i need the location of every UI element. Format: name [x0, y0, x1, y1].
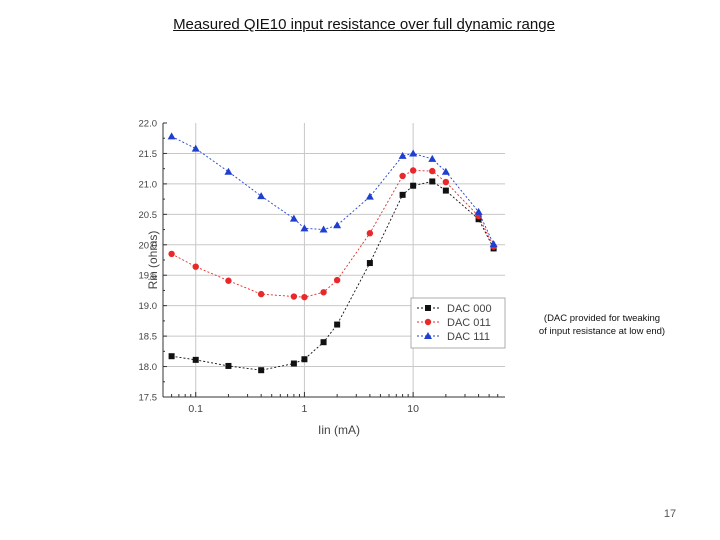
data-point — [258, 367, 265, 374]
data-point — [474, 207, 483, 215]
page-number: 17 — [663, 508, 677, 520]
legend-marker — [425, 305, 431, 311]
y-tick-label: 22.0 — [139, 119, 158, 130]
data-point — [320, 339, 327, 346]
data-point — [365, 192, 374, 200]
data-point — [320, 289, 327, 296]
plot-background — [163, 123, 505, 397]
y-axis-label: Rin (ohms) — [146, 231, 160, 290]
x-tick-label: 1 — [302, 403, 308, 415]
data-point — [441, 167, 450, 175]
data-point — [489, 240, 498, 248]
y-tick-label: 17.5 — [139, 393, 158, 404]
data-point — [334, 321, 341, 328]
data-point — [191, 144, 200, 152]
y-tick-label: 21.0 — [139, 179, 158, 190]
data-point — [366, 260, 373, 267]
data-point — [409, 149, 418, 157]
data-point — [289, 214, 298, 222]
legend-marker — [424, 318, 432, 326]
data-point — [257, 290, 265, 298]
data-point — [410, 182, 417, 189]
data-point — [366, 230, 374, 237]
data-point — [319, 225, 328, 233]
data-point — [301, 293, 308, 301]
data-point — [257, 192, 266, 200]
y-tick-label: 18.5 — [139, 332, 158, 343]
data-point — [225, 362, 232, 369]
dac-note-line2: of input resistance at low end) — [538, 326, 666, 337]
legend-marker — [424, 332, 432, 339]
data-point — [224, 167, 233, 175]
data-point — [168, 250, 175, 258]
x-tick-label: 10 — [407, 403, 419, 415]
data-point — [333, 276, 341, 284]
series-line-2 — [171, 170, 495, 298]
data-point — [442, 187, 449, 194]
x-tick-label: 0.1 — [188, 403, 203, 415]
slide-title: Measured QIE10 input resistance over ful… — [173, 16, 555, 33]
data-point — [290, 293, 298, 300]
data-point — [192, 356, 199, 363]
data-point — [409, 167, 417, 174]
dac-note: (DAC provided for tweaking of input resi… — [520, 312, 684, 338]
y-tick-label: 20.5 — [139, 210, 158, 221]
data-point — [168, 353, 175, 360]
y-tick-label: 21.5 — [139, 149, 158, 160]
data-point — [300, 224, 309, 232]
series-layer — [167, 132, 498, 374]
y-tick-label: 19.0 — [139, 301, 158, 312]
legend-label: DAC 011 — [447, 317, 491, 329]
dac-note-line1: (DAC provided for tweaking — [543, 313, 661, 324]
data-point — [399, 172, 406, 180]
y-tick-label: 18.0 — [139, 362, 158, 373]
x-axis-label: Iin (mA) — [318, 423, 360, 437]
data-point — [429, 167, 436, 175]
legend: DAC 000 DAC 011 DAC 111 — [410, 297, 506, 349]
data-point — [333, 221, 342, 229]
y-tick-label: 20.0 — [139, 240, 158, 251]
data-point — [290, 360, 297, 367]
data-point — [428, 154, 437, 162]
plot-area — [163, 123, 505, 397]
data-point — [192, 263, 199, 270]
axes-layer: 17.5 18.0 18.5 19.0 19.5 20.0 20.5 21.0 21.5 22.0… — [139, 119, 505, 437]
series-line-3 — [171, 135, 495, 245]
data-point — [167, 132, 176, 140]
data-point — [399, 191, 406, 198]
data-point — [301, 356, 308, 363]
data-point — [442, 178, 450, 186]
data-point — [398, 151, 407, 159]
data-point — [225, 277, 232, 284]
legend-label: DAC 000 — [447, 303, 492, 315]
y-tick-label: 19.5 — [139, 271, 158, 282]
data-point — [429, 178, 436, 185]
series-line-1 — [171, 180, 495, 371]
legend-label: DAC 111 — [447, 331, 490, 343]
